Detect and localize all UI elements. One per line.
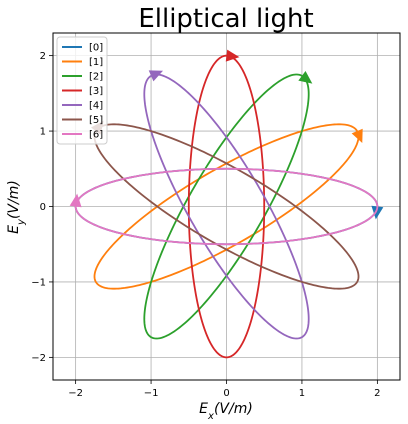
legend-label-1: [1]: [89, 57, 103, 68]
series-arrowhead-1: [351, 128, 363, 144]
x-axis-label-units: (V/m): [214, 401, 253, 417]
tick-labels: −2 −1 0 1 2 −2 −1 0 1 2: [31, 51, 380, 399]
chart-title: Elliptical light: [138, 4, 313, 34]
legend-label-4: [4]: [89, 101, 103, 112]
series-arrowhead-0: [371, 205, 384, 220]
series-line-1: [93, 123, 360, 290]
series-arrowhead-3: [225, 49, 240, 62]
series-line-2: [143, 73, 310, 340]
legend-label-6: [6]: [89, 130, 103, 141]
x-tick-label: 1: [299, 388, 305, 399]
y-axis-label: Ey(V/m): [6, 180, 27, 234]
y-tick-label: 1: [40, 127, 46, 138]
legend-label-2: [2]: [89, 72, 103, 83]
series-line-5: [93, 123, 360, 290]
grid-lines: [53, 33, 400, 380]
x-axis-label: Ex(V/m): [199, 401, 253, 422]
y-tick-label: 0: [40, 202, 46, 213]
x-tick-label: −1: [144, 388, 159, 399]
x-tick-label: 2: [374, 388, 380, 399]
series-line-6: [74, 167, 379, 246]
y-axis-label-subscript: y: [16, 218, 27, 226]
y-axis-label-text: E: [6, 225, 22, 234]
legend: [0] [1] [2] [3] [4] [5] [6]: [56, 36, 108, 145]
series-arrowhead-6: [69, 193, 82, 208]
legend-label-5: [5]: [89, 115, 103, 126]
y-tick-label: −2: [31, 353, 46, 364]
legend-entries: [0] [1] [2] [3] [4] [5] [6]: [62, 43, 103, 141]
series-line-4: [143, 73, 310, 340]
series-arrowhead-2: [298, 71, 313, 84]
x-axis-label-text: E: [199, 401, 208, 417]
legend-label-0: [0]: [89, 43, 103, 54]
series-arrowhead-4: [148, 70, 164, 82]
x-tick-label: −2: [68, 388, 83, 399]
plot-area: [52, 32, 401, 381]
series-line-3: [187, 54, 266, 359]
y-tick-label: 2: [40, 51, 46, 62]
legend-label-3: [3]: [89, 86, 103, 97]
y-axis-label-units: (V/m): [6, 180, 22, 219]
y-tick-label: −1: [31, 277, 46, 288]
x-tick-label: 0: [223, 388, 229, 399]
series-layer: [69, 49, 384, 359]
x-axis-label-subscript: x: [207, 411, 214, 422]
